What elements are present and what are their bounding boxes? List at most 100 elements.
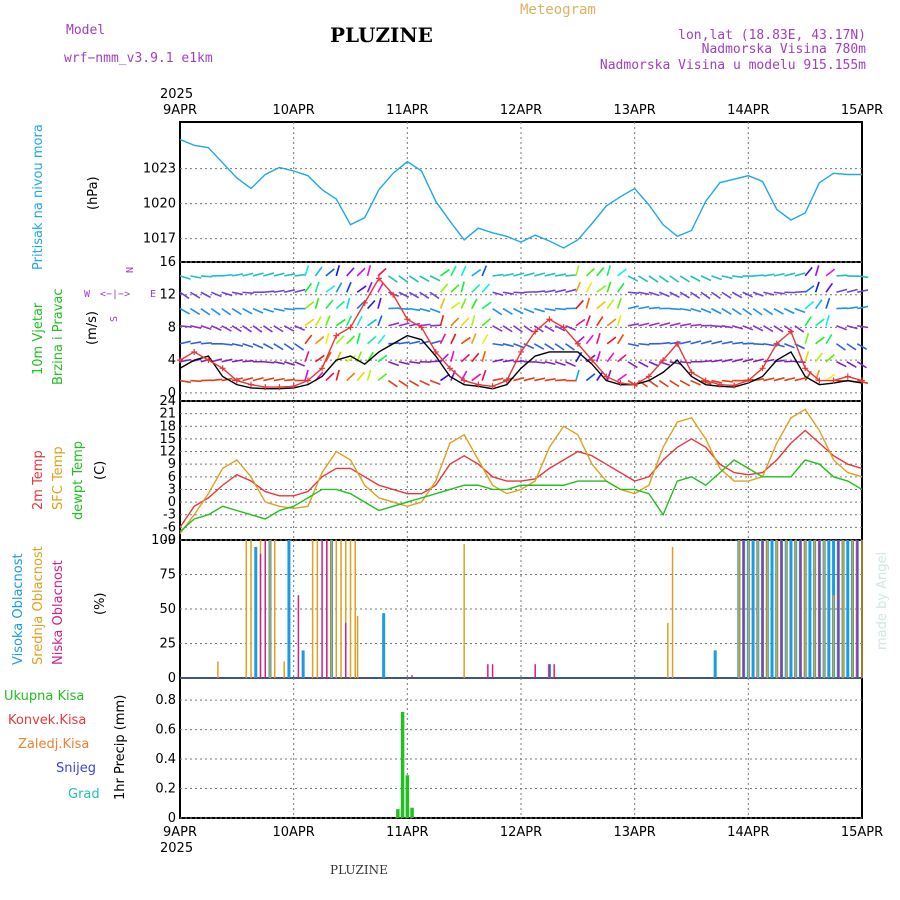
lonlat-label: lon,lat (18.83E, 43.17N) xyxy=(678,28,866,43)
bar xyxy=(349,540,352,678)
temp-unit: (C) xyxy=(93,461,108,480)
wind-barb xyxy=(345,315,353,327)
wind-barb xyxy=(273,272,285,277)
y-tick-label: 1023 xyxy=(143,162,176,177)
wind-barb xyxy=(669,307,681,311)
wind-barb xyxy=(804,333,810,345)
wind-barb xyxy=(773,377,785,382)
wind-barb xyxy=(825,268,836,277)
wind-barb xyxy=(314,315,322,327)
wind-barb xyxy=(284,289,296,294)
wind-barb xyxy=(814,299,823,310)
wind-barb xyxy=(534,290,546,294)
wind-barb xyxy=(190,324,202,329)
wind-barb xyxy=(627,361,638,369)
wind-barb xyxy=(502,359,514,363)
gust-marker xyxy=(432,348,439,355)
wind-barb xyxy=(648,275,659,283)
wind-barb xyxy=(210,291,222,298)
gust-marker xyxy=(304,377,311,384)
wind-barb xyxy=(377,267,387,277)
wind-barb xyxy=(711,359,723,363)
wind-barb xyxy=(690,323,702,327)
bar xyxy=(738,540,740,678)
wind-barb xyxy=(585,373,596,382)
wind-barb xyxy=(367,335,377,345)
wind-barb xyxy=(231,325,242,333)
wind-barb xyxy=(721,379,733,383)
wind-barb xyxy=(221,273,233,277)
y-tick-label: 0 xyxy=(168,671,176,686)
wind-barb xyxy=(388,360,400,367)
gust-marker xyxy=(702,377,709,384)
year-label-bottom: 2025 xyxy=(160,841,193,856)
compass-e: E xyxy=(150,289,156,300)
gust-marker xyxy=(290,383,297,390)
gust-marker xyxy=(759,365,766,372)
wind-barb xyxy=(544,289,556,294)
wind-barb xyxy=(231,291,244,296)
wind-barb xyxy=(325,351,332,363)
gust-marker xyxy=(518,348,524,355)
wind-barb xyxy=(544,378,556,382)
wind-barb xyxy=(273,325,284,333)
wind-barb xyxy=(513,307,524,315)
wind-barb xyxy=(596,266,605,277)
wind-barb xyxy=(836,274,848,277)
wind-barb xyxy=(262,325,273,333)
wind-barb xyxy=(512,325,523,333)
wind-barb xyxy=(659,341,671,345)
wind-barb xyxy=(481,333,489,345)
wind-barb xyxy=(596,285,607,293)
wind-barb xyxy=(314,266,323,277)
gust-marker xyxy=(333,332,340,339)
wind-barb xyxy=(439,353,449,363)
bar xyxy=(851,540,854,678)
wind-barb xyxy=(388,307,400,310)
wind-barb xyxy=(721,291,732,299)
wind-barb xyxy=(523,272,535,277)
wind-barb xyxy=(346,354,357,363)
wind-barb xyxy=(846,288,858,294)
bar xyxy=(794,540,797,678)
wind-barb xyxy=(439,333,447,345)
wind-barb xyxy=(409,360,421,365)
bar xyxy=(316,540,319,678)
wind-barb xyxy=(784,376,796,382)
bar xyxy=(837,540,840,678)
wind-barb xyxy=(325,285,336,293)
wind-barb xyxy=(513,376,525,382)
wind-barb xyxy=(304,351,310,363)
wind-barb xyxy=(304,265,310,277)
wind-barb xyxy=(398,360,410,366)
wind-barb xyxy=(388,322,400,327)
x-tick-label: 10APR xyxy=(273,103,315,118)
gust-marker xyxy=(375,275,382,282)
gust-marker xyxy=(645,373,652,380)
bar xyxy=(785,540,787,678)
wind-unit: (m/s) xyxy=(85,311,100,345)
gust-marker xyxy=(731,382,738,389)
wind-barb xyxy=(439,298,446,309)
wind-barb xyxy=(325,372,335,382)
wind-barb xyxy=(471,268,482,277)
wind-barb xyxy=(669,341,681,345)
gust-marker xyxy=(674,340,681,347)
gust-marker xyxy=(631,381,638,388)
wind-barb xyxy=(377,315,383,327)
bar xyxy=(250,540,252,678)
wind-barb xyxy=(263,377,275,382)
wind-barb xyxy=(784,343,795,349)
wind-barb xyxy=(544,343,555,351)
wind-barb xyxy=(721,340,733,345)
wind-barb xyxy=(606,318,617,327)
wind-barb xyxy=(502,325,513,333)
x-tick-label: 14APR xyxy=(727,825,769,840)
wind-barb xyxy=(314,281,320,293)
wind-barb xyxy=(387,379,398,388)
wind-barb xyxy=(366,369,372,381)
wind-barb xyxy=(638,275,649,283)
bar xyxy=(804,540,806,678)
gust-marker xyxy=(446,365,453,372)
cloud-low-label: Niska Oblacnost xyxy=(51,560,66,665)
